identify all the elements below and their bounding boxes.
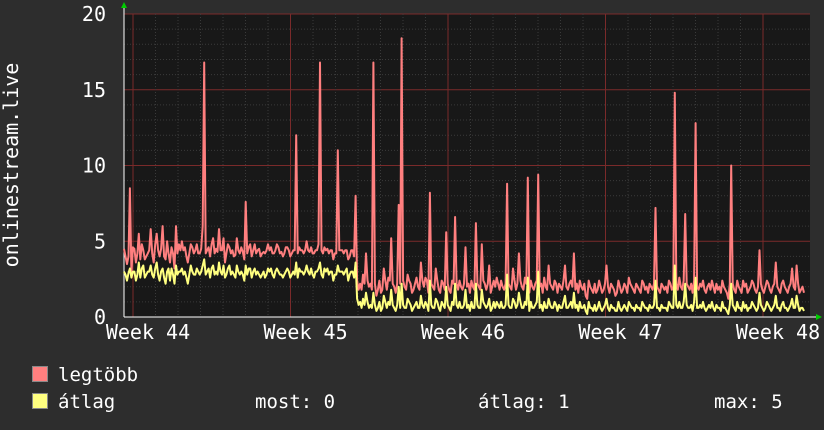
y-tick-label: 10 [82, 154, 106, 178]
y-tick-label: 5 [94, 229, 106, 253]
x-tick-label: Week 44 [106, 320, 190, 344]
legend-max: legtöbb [32, 364, 138, 386]
x-axis-arrow [816, 314, 822, 320]
stat-now: most: 0 [255, 391, 336, 413]
y-tick-label: 15 [82, 78, 106, 102]
axes [121, 2, 822, 320]
x-tick-label: Week 45 [263, 320, 347, 344]
series-lines [123, 37, 805, 315]
x-tick-label: Week 48 [736, 320, 820, 344]
y-tick-label: 0 [94, 305, 106, 329]
y-tick-labels: 0 5 10 15 20 [82, 2, 106, 329]
stat-max: max: 5 [714, 391, 783, 413]
x-tick-labels: Week 44 Week 45 Week 46 Week 47 Week 48 [106, 320, 820, 344]
y-axis-arrow [121, 2, 127, 8]
series-line-avg [123, 258, 805, 315]
stat-avg: átlag: 1 [478, 391, 570, 413]
legend-max-swatch [32, 365, 48, 382]
y-tick-label: 20 [82, 2, 106, 26]
legend-max-label: legtöbb [58, 364, 139, 386]
x-tick-label: Week 47 [578, 320, 662, 344]
y-axis-label: onlinestream.live [0, 63, 23, 268]
legend-avg: átlag [32, 391, 115, 413]
legend-avg-swatch [32, 392, 48, 409]
legend-avg-label: átlag [58, 391, 116, 413]
series-line-max [123, 37, 805, 300]
x-tick-label: Week 46 [421, 320, 505, 344]
